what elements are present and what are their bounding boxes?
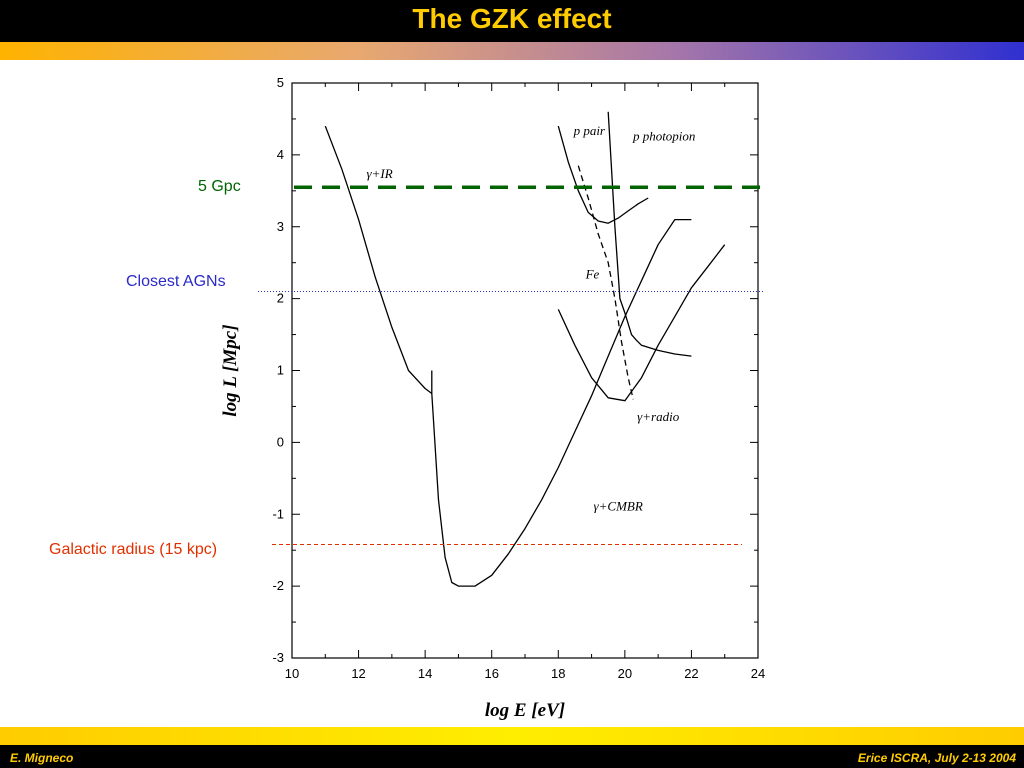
curve-label-2: p photopion [632, 129, 695, 144]
x-axis-label: log E [eV] [485, 700, 565, 721]
title-bar [0, 0, 1024, 42]
y-tick-label: 0 [277, 434, 284, 449]
footer-event: Erice ISCRA, July 2-13 2004 [857, 751, 1016, 765]
x-tick-label: 10 [285, 666, 299, 681]
footer-gradient-strip [0, 727, 1024, 745]
plot-frame [291, 82, 759, 659]
curve-5 [607, 111, 692, 357]
x-tick-label: 24 [751, 666, 765, 681]
curve-label-0: γ+IR [367, 166, 393, 181]
y-axis-label: log L [Mpc] [220, 324, 241, 416]
curve-3 [557, 244, 726, 402]
y-tick-label: 5 [277, 75, 284, 90]
x-tick-label: 20 [618, 666, 632, 681]
curve-label-1: p pair [573, 123, 606, 138]
x-tick-label: 12 [351, 666, 365, 681]
curve-label-4: γ+radio [637, 409, 680, 424]
y-tick-label: 2 [277, 291, 284, 306]
curve-0 [324, 125, 433, 395]
y-tick-label: -3 [272, 650, 284, 665]
x-tick-label: 22 [684, 666, 698, 681]
y-tick-label: 1 [277, 363, 284, 378]
y-tick-label: -2 [272, 578, 284, 593]
curve-4 [557, 125, 649, 224]
y-tick-label: -1 [272, 506, 284, 521]
footer-author: E. Migneco [10, 751, 74, 765]
x-tick-label: 16 [484, 666, 498, 681]
label-5-gpc: 5 Gpc [198, 178, 241, 195]
label-closest-agns: Closest AGNs [126, 273, 226, 290]
slide-title: The GZK effect [412, 3, 612, 34]
curve-label-5: γ+CMBR [594, 499, 643, 514]
x-tick-label: 14 [418, 666, 432, 681]
y-tick-label: 4 [277, 147, 284, 162]
footer-bar [0, 745, 1024, 768]
curve-label-3: Fe [585, 267, 600, 282]
curve-6 [577, 165, 634, 400]
title-gradient-strip [0, 42, 1024, 60]
y-tick-label: 3 [277, 219, 284, 234]
x-tick-label: 18 [551, 666, 565, 681]
label-galactic-radius: Galactic radius (15 kpc) [49, 541, 218, 558]
curve-2 [431, 218, 692, 587]
